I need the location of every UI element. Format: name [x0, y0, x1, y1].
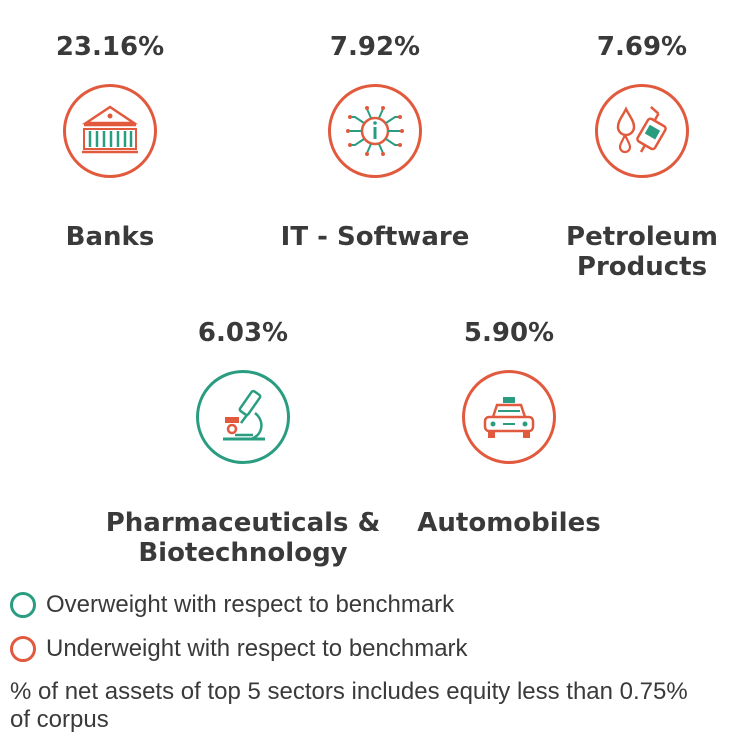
microscope-icon [223, 389, 265, 441]
sector-percent: 5.90% [463, 318, 555, 348]
sector-name: IT - Software [280, 222, 470, 252]
sector-name: Automobiles [417, 508, 601, 538]
underweight-ring [462, 370, 556, 464]
fuel-nozzle-icon [616, 106, 667, 154]
sector-percent: 7.92% [329, 32, 421, 62]
sector-percent: 6.03% [197, 318, 289, 348]
sector-name: Pharmaceuticals & Biotechnology [105, 508, 381, 568]
footnote: % of net assets of top 5 sectors include… [10, 678, 688, 733]
underweight-ring [595, 84, 689, 178]
circuit-chip-icon [346, 106, 404, 156]
underweight-ring [328, 84, 422, 178]
bank-building-icon [81, 105, 139, 154]
overweight-ring-icon [10, 592, 36, 618]
sector-name: Petroleum Products [566, 222, 718, 282]
underweight-ring-icon [10, 636, 36, 662]
legend-label: Underweight with respect to benchmark [46, 635, 468, 662]
sector-percent: 7.69% [596, 32, 688, 62]
legend-underweight: Underweight with respect to benchmark [10, 634, 468, 664]
car-icon [483, 397, 535, 438]
overweight-ring [196, 370, 290, 464]
legend-overweight: Overweight with respect to benchmark [10, 590, 454, 620]
sector-percent: 23.16% [55, 32, 165, 62]
legend-label: Overweight with respect to benchmark [46, 591, 455, 618]
underweight-ring [63, 84, 157, 178]
sector-name: Banks [65, 222, 155, 252]
